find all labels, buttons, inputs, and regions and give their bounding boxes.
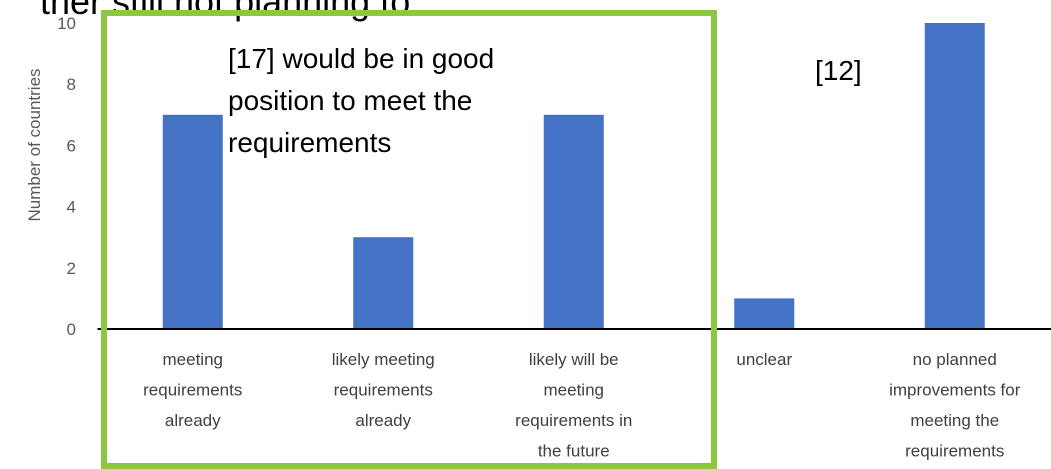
y-axis-label: Number of countries	[25, 68, 44, 221]
y-tick-label: 4	[67, 198, 76, 217]
y-tick-label: 10	[57, 14, 76, 33]
bar	[543, 114, 604, 329]
x-tick-label: likely will be meeting requirements in the …	[515, 350, 632, 461]
bar	[924, 23, 985, 329]
y-tick-label: 2	[67, 259, 76, 278]
y-tick-label: 8	[67, 75, 76, 94]
highlight-box	[101, 10, 717, 469]
annotation: [17] would be in good position to meet th…	[228, 43, 494, 158]
bar	[353, 237, 414, 329]
annotation: [12]	[815, 55, 862, 86]
x-tick-label: unclear	[736, 350, 792, 369]
x-tick-label: likely meeting requirements already	[332, 350, 435, 430]
x-tick-label: meeting requirements already	[143, 350, 242, 430]
bar	[162, 114, 223, 329]
bar	[734, 298, 795, 329]
x-tick-label: no planned improvements for meeting the req…	[889, 350, 1021, 461]
y-tick-label: 0	[67, 320, 76, 339]
y-tick-label: 6	[67, 136, 76, 155]
